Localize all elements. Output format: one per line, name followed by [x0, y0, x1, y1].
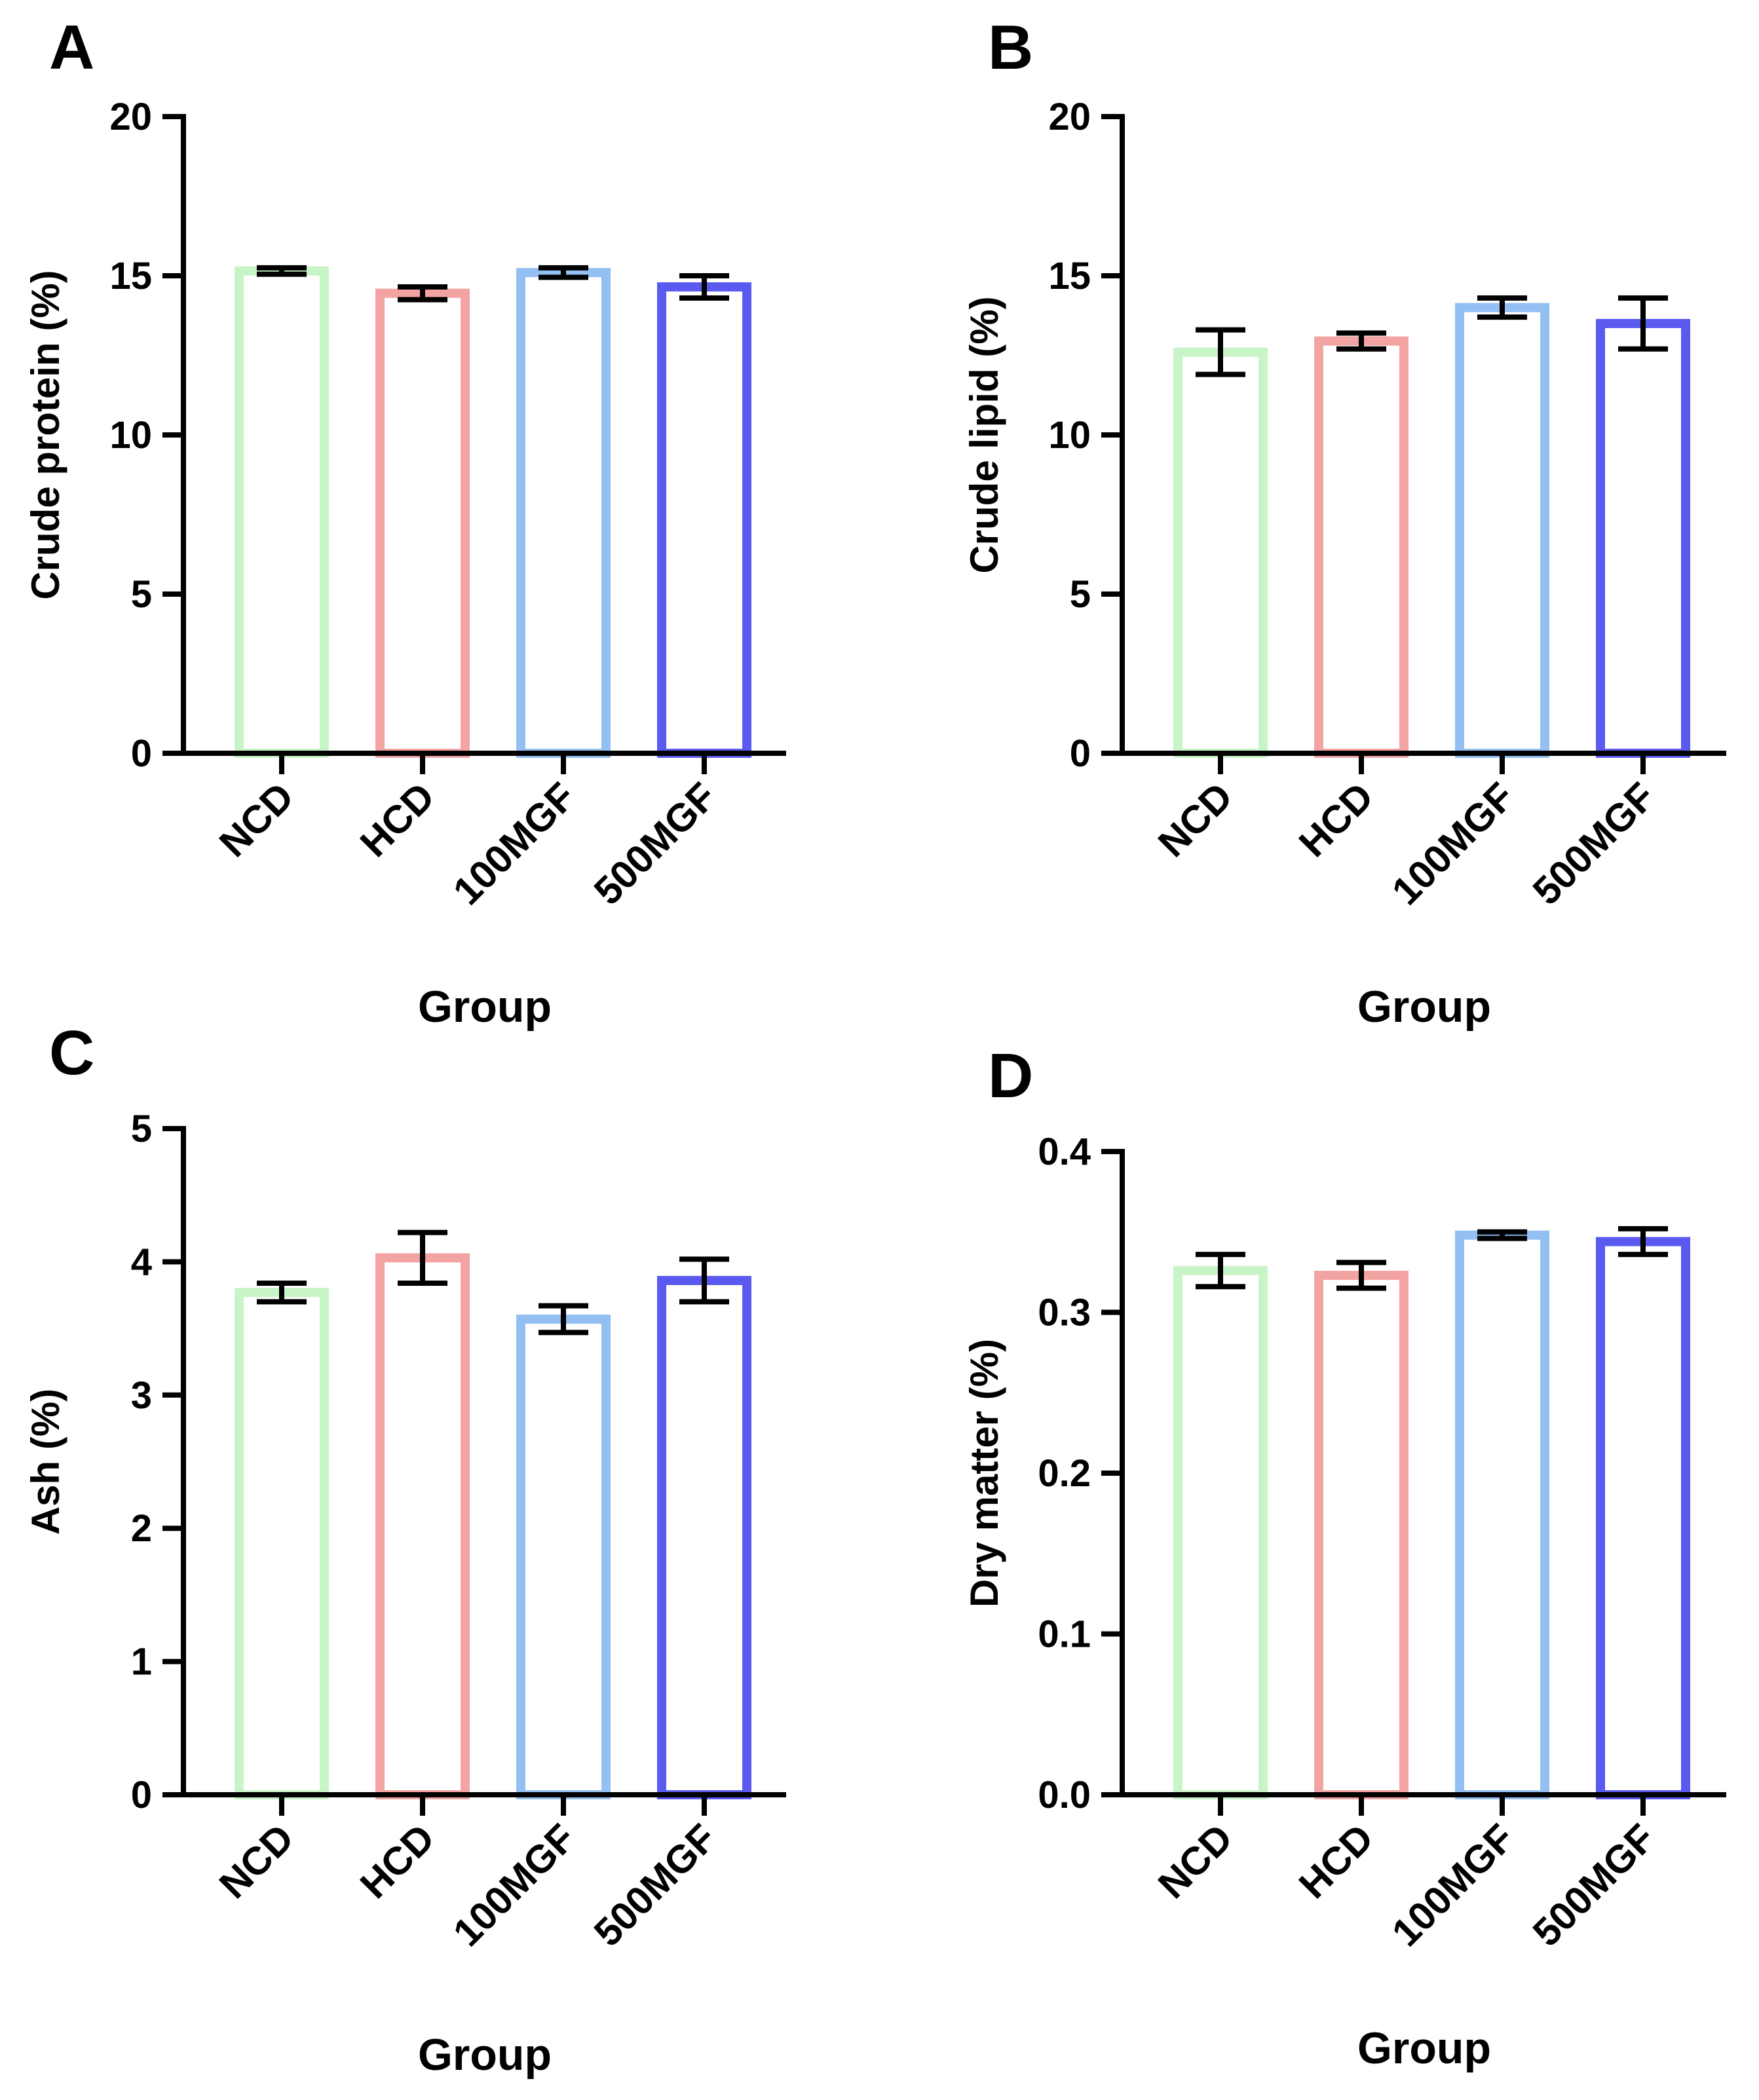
panel-b-y-tick-label: 5 [1070, 573, 1091, 616]
panel-d-category-label: 500MGF [1524, 1816, 1663, 1955]
panel-a-x-axis-title: Group [418, 982, 552, 1032]
panel-c-bar-100mgf [516, 1314, 611, 1800]
panel-b-bar-hcd [1314, 336, 1409, 758]
panel-b-y-tick-label: 0 [1070, 732, 1091, 775]
panel-d: D 0.0 0.1 0.2 0.3 0.4 Dry matter (%) NCD HCD 100M… [962, 1041, 1726, 2073]
panel-d-category-label: 100MGF [1384, 1816, 1523, 1955]
panel-b-letter: B [988, 12, 1033, 83]
panel-b-y-tick-label: 20 [1048, 96, 1091, 138]
panel-c-bar-500mgf [657, 1275, 751, 1799]
panel-d-letter: D [988, 1041, 1033, 1111]
panel-c-error-bar-hcd [398, 1229, 447, 1286]
panel-c: C 0 1 2 3 4 5 Ash (%) NCD HCD 100MGF 500MGF Group [24, 1018, 786, 2080]
panel-b-error-bar-500mgf [1618, 295, 1668, 352]
panel-a: A 0 5 10 15 20 Crude protein (%) NCD HCD 100MGF 50… [24, 12, 786, 1032]
panel-b-x-axis-title: Group [1357, 982, 1491, 1032]
panel-d-error-bar-500mgf [1618, 1226, 1668, 1258]
panel-c-y-axis-title: Ash (%) [24, 1389, 67, 1535]
panel-a-y-tick-label: 5 [131, 573, 152, 616]
panel-c-y-tick-label: 5 [131, 1108, 152, 1150]
panel-a-y-axis-title: Crude protein (%) [24, 270, 67, 599]
panel-a-y-tick-label: 10 [109, 414, 152, 457]
panel-a-error-bar-500mgf [679, 273, 729, 301]
panel-b-error-bar-ncd [1196, 327, 1245, 377]
panel-d-bar-hcd [1314, 1271, 1409, 1800]
panel-d-category-label: NCD [1150, 1816, 1241, 1907]
panel-a-y-tick-label: 15 [109, 255, 152, 297]
panel-b-bar-ncd [1173, 347, 1268, 758]
panel-d-y-axis-title: Dry matter (%) [962, 1339, 1006, 1607]
panel-c-category-label: NCD [211, 1816, 302, 1907]
panel-b-category-label: 100MGF [1384, 774, 1523, 913]
panel-c-y-tick-label: 3 [131, 1374, 152, 1417]
panel-c-x-axis-title: Group [418, 2030, 552, 2080]
panel-b-y-tick-label: 15 [1048, 255, 1091, 297]
panel-b-category-label: HCD [1291, 774, 1382, 865]
panel-d-y-tick-label: 0.2 [1038, 1452, 1091, 1495]
panel-a-category-label: HCD [352, 774, 443, 865]
panel-d-y-tick-label: 0.0 [1038, 1774, 1091, 1816]
panel-a-letter: A [49, 12, 94, 83]
panel-b-error-bar-hcd [1336, 330, 1386, 352]
panel-d-category-label: HCD [1291, 1816, 1382, 1907]
panel-a-bar-hcd [375, 288, 470, 759]
panel-c-letter: C [49, 1018, 94, 1088]
panel-b-bar-100mgf [1455, 303, 1549, 759]
panel-d-bar-500mgf [1596, 1237, 1690, 1799]
panel-b-error-bar-100mgf [1477, 295, 1527, 320]
panel-c-bar-ncd [235, 1288, 329, 1799]
panel-c-y-tick-label: 1 [131, 1641, 152, 1683]
panel-c-bar-hcd [375, 1253, 470, 1799]
panel-b: B 0 5 10 15 20 Crude lipid (%) NCD HCD 100MGF 500M… [962, 12, 1726, 1032]
panel-a-y-tick-label: 0 [131, 732, 152, 775]
panel-a-error-bar-hcd [398, 284, 447, 303]
panel-b-y-tick-label: 10 [1048, 414, 1091, 457]
panel-d-x-axis-title: Group [1357, 2023, 1491, 2073]
panel-b-category-label: NCD [1150, 774, 1241, 865]
panel-c-error-bar-500mgf [679, 1256, 729, 1305]
panel-c-category-label: 500MGF [586, 1816, 725, 1955]
panel-d-bar-ncd [1173, 1266, 1268, 1800]
panel-c-error-bar-100mgf [539, 1303, 588, 1336]
panel-c-y-tick-label: 4 [131, 1241, 152, 1283]
panel-b-bar-500mgf [1596, 318, 1690, 758]
panel-a-category-label: 100MGF [445, 774, 584, 913]
panel-d-error-bar-100mgf [1477, 1229, 1527, 1241]
panel-a-bar-ncd [235, 266, 329, 758]
panel-b-y-axis-title: Crude lipid (%) [962, 296, 1006, 573]
panel-a-bar-100mgf [516, 268, 611, 758]
panel-d-y-tick-label: 0.3 [1038, 1292, 1091, 1334]
panel-a-category-label: 500MGF [586, 774, 725, 913]
panel-d-bar-100mgf [1455, 1230, 1549, 1800]
panel-a-error-bar-100mgf [539, 265, 588, 280]
panel-b-category-label: 500MGF [1524, 774, 1663, 913]
panel-c-category-label: 100MGF [445, 1816, 584, 1955]
panel-a-error-bar-ncd [257, 265, 307, 277]
panel-a-bar-500mgf [657, 282, 751, 758]
panel-c-y-tick-label: 0 [131, 1774, 152, 1816]
panel-d-error-bar-hcd [1336, 1260, 1386, 1291]
panel-d-y-tick-label: 0.1 [1038, 1613, 1091, 1656]
panel-c-error-bar-ncd [257, 1280, 307, 1305]
panel-a-y-tick-label: 20 [109, 96, 152, 138]
panel-d-error-bar-ncd [1196, 1252, 1245, 1290]
panel-a-category-label: NCD [211, 774, 302, 865]
panel-d-y-tick-label: 0.4 [1038, 1131, 1091, 1173]
panel-c-category-label: HCD [352, 1816, 443, 1907]
panel-c-y-tick-label: 2 [131, 1507, 152, 1550]
